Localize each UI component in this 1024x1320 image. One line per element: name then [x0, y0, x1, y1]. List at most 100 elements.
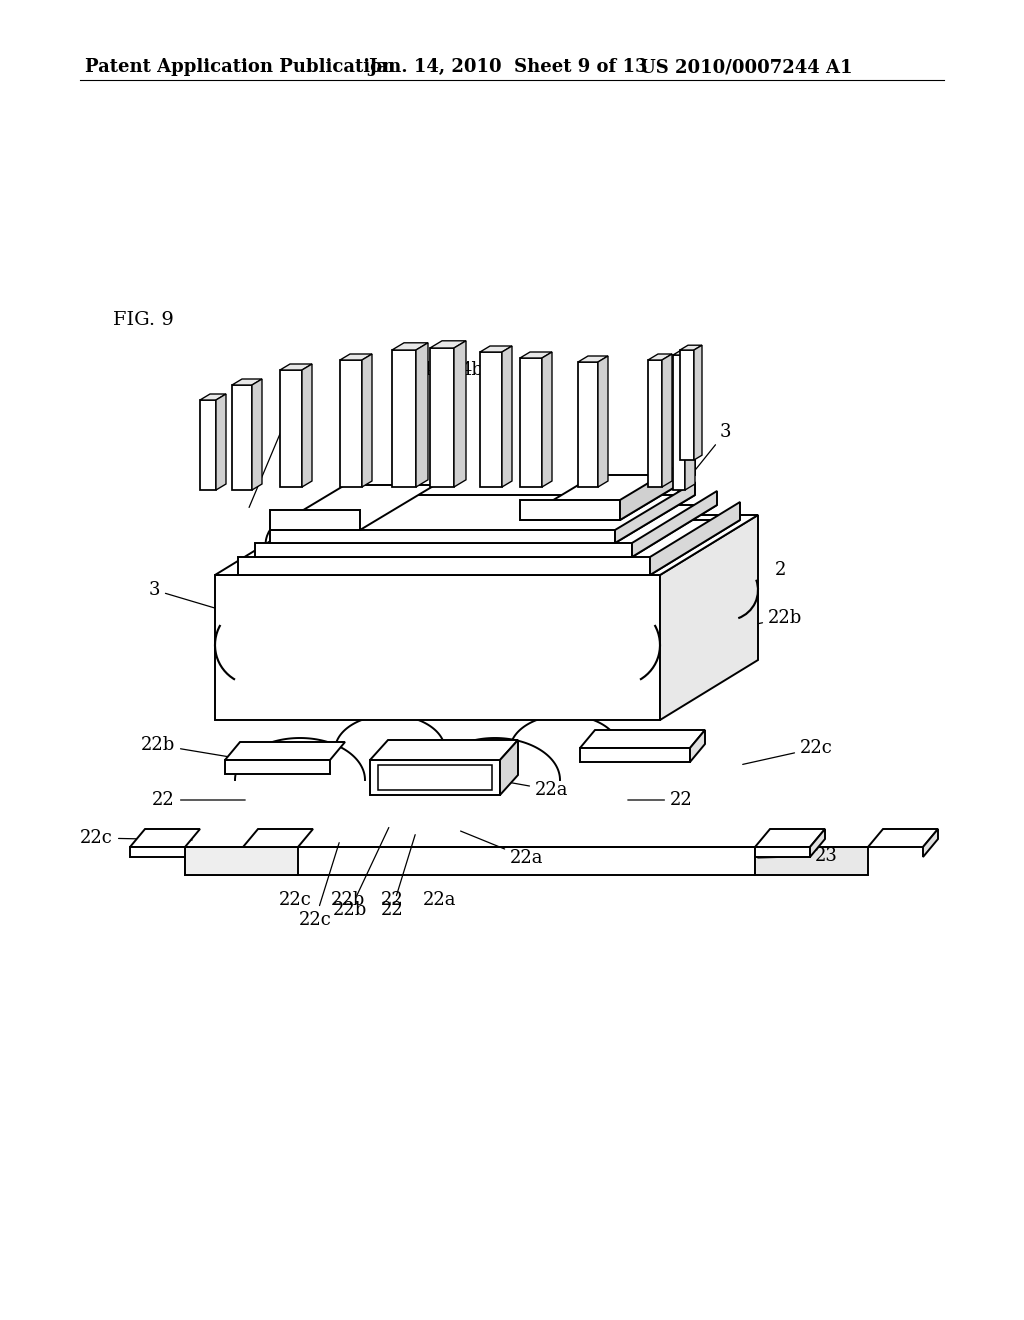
Polygon shape — [650, 502, 740, 576]
Text: 22: 22 — [628, 791, 693, 809]
Polygon shape — [755, 847, 868, 875]
Text: 23: 23 — [758, 847, 838, 865]
Polygon shape — [500, 741, 518, 795]
Text: 22: 22 — [153, 791, 245, 809]
Polygon shape — [923, 829, 938, 857]
Polygon shape — [225, 742, 345, 760]
Polygon shape — [130, 829, 200, 847]
Polygon shape — [690, 730, 705, 762]
Polygon shape — [362, 354, 372, 487]
Polygon shape — [615, 482, 695, 543]
Polygon shape — [280, 370, 302, 487]
Polygon shape — [680, 346, 702, 350]
Text: 22: 22 — [381, 891, 403, 909]
Polygon shape — [340, 354, 372, 360]
Polygon shape — [673, 348, 695, 355]
Text: 2: 2 — [775, 561, 786, 579]
Text: 3: 3 — [148, 581, 243, 616]
Polygon shape — [130, 847, 185, 857]
Polygon shape — [280, 364, 312, 370]
Text: FIG. 9: FIG. 9 — [113, 312, 174, 329]
Polygon shape — [662, 354, 672, 487]
Polygon shape — [215, 576, 660, 719]
Polygon shape — [225, 760, 330, 774]
Polygon shape — [252, 379, 262, 490]
Text: 3: 3 — [668, 558, 729, 589]
Text: 4b: 4b — [446, 360, 483, 416]
Polygon shape — [185, 847, 298, 875]
Polygon shape — [232, 379, 262, 385]
Polygon shape — [370, 741, 518, 760]
Polygon shape — [810, 829, 825, 857]
Text: 22c: 22c — [299, 842, 339, 929]
Polygon shape — [660, 515, 758, 719]
Polygon shape — [238, 557, 650, 576]
Text: 22a: 22a — [423, 891, 457, 909]
Text: 22b: 22b — [331, 891, 366, 909]
Text: 22a: 22a — [471, 775, 568, 799]
Polygon shape — [200, 393, 226, 400]
Text: 4a: 4a — [410, 360, 443, 417]
Polygon shape — [232, 385, 252, 490]
Polygon shape — [416, 343, 428, 487]
Text: 22b: 22b — [692, 609, 802, 638]
Polygon shape — [632, 491, 717, 557]
Polygon shape — [685, 348, 695, 490]
Polygon shape — [270, 484, 435, 531]
Polygon shape — [520, 358, 542, 487]
Polygon shape — [302, 364, 312, 487]
Text: 3: 3 — [249, 401, 296, 507]
Polygon shape — [673, 355, 685, 490]
Polygon shape — [340, 360, 362, 487]
Text: 22a: 22a — [461, 832, 544, 867]
Polygon shape — [185, 847, 755, 875]
Polygon shape — [578, 356, 608, 362]
Polygon shape — [215, 515, 758, 576]
Polygon shape — [255, 543, 632, 557]
Polygon shape — [392, 350, 416, 487]
Text: 22: 22 — [381, 834, 415, 919]
Text: 22b: 22b — [140, 737, 246, 759]
Text: Patent Application Publication: Patent Application Publication — [85, 58, 395, 77]
Text: 22b: 22b — [333, 828, 389, 919]
Polygon shape — [270, 495, 695, 543]
Polygon shape — [430, 348, 454, 487]
Polygon shape — [680, 350, 694, 459]
Text: Jan. 14, 2010  Sheet 9 of 13: Jan. 14, 2010 Sheet 9 of 13 — [368, 58, 647, 77]
Polygon shape — [755, 847, 810, 857]
Polygon shape — [480, 352, 502, 487]
Polygon shape — [255, 506, 717, 557]
Polygon shape — [238, 520, 740, 576]
Polygon shape — [454, 341, 466, 487]
Polygon shape — [520, 475, 695, 520]
Polygon shape — [542, 352, 552, 487]
Polygon shape — [270, 531, 615, 543]
Text: 22c: 22c — [742, 739, 833, 764]
Polygon shape — [243, 829, 313, 847]
Polygon shape — [578, 362, 598, 487]
Text: US 2010/0007244 A1: US 2010/0007244 A1 — [640, 58, 853, 77]
Polygon shape — [502, 346, 512, 487]
Polygon shape — [694, 346, 702, 459]
Polygon shape — [755, 829, 825, 847]
Polygon shape — [392, 343, 428, 350]
Polygon shape — [216, 393, 226, 490]
Polygon shape — [580, 748, 690, 762]
Text: 3: 3 — [656, 422, 731, 517]
Polygon shape — [868, 829, 938, 847]
Polygon shape — [648, 360, 662, 487]
Text: 22c: 22c — [80, 829, 193, 847]
Polygon shape — [648, 354, 672, 360]
Polygon shape — [200, 400, 216, 490]
Polygon shape — [270, 510, 360, 531]
Polygon shape — [480, 346, 512, 352]
Text: 22c: 22c — [279, 891, 311, 909]
Polygon shape — [520, 352, 552, 358]
Polygon shape — [378, 766, 492, 789]
Polygon shape — [430, 341, 466, 348]
Polygon shape — [520, 500, 620, 520]
Polygon shape — [620, 455, 695, 520]
Polygon shape — [370, 760, 500, 795]
Polygon shape — [598, 356, 608, 487]
Polygon shape — [580, 730, 705, 748]
